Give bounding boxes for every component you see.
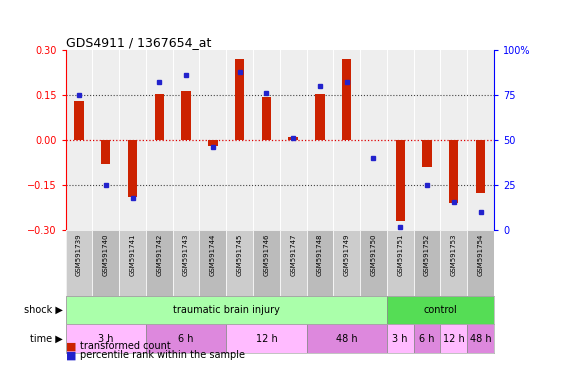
- Bar: [128, 140, 137, 197]
- Bar: [440, 230, 467, 296]
- Text: GSM591745: GSM591745: [236, 233, 243, 276]
- Bar: [235, 59, 244, 140]
- Bar: [146, 230, 173, 296]
- Bar: [66, 324, 146, 353]
- Text: ■: ■: [66, 350, 76, 360]
- Text: GSM591754: GSM591754: [477, 233, 484, 276]
- Text: GSM591753: GSM591753: [451, 233, 457, 276]
- Text: GSM591743: GSM591743: [183, 233, 189, 276]
- Bar: [66, 230, 93, 296]
- Bar: [307, 230, 333, 296]
- Text: control: control: [424, 305, 457, 315]
- Bar: [413, 230, 440, 296]
- Text: 6 h: 6 h: [178, 334, 194, 344]
- Bar: [288, 137, 298, 140]
- Bar: [173, 230, 199, 296]
- Bar: [440, 324, 467, 353]
- Text: GSM591752: GSM591752: [424, 233, 430, 276]
- Text: GSM591740: GSM591740: [103, 233, 109, 276]
- Bar: [387, 324, 413, 353]
- Text: 48 h: 48 h: [336, 334, 357, 344]
- Bar: [280, 230, 307, 296]
- Bar: [315, 94, 325, 140]
- Bar: [423, 140, 432, 167]
- Bar: [93, 230, 119, 296]
- Text: ■: ■: [66, 341, 76, 351]
- Bar: [146, 324, 226, 353]
- Text: GSM591748: GSM591748: [317, 233, 323, 276]
- Text: 3 h: 3 h: [392, 334, 408, 344]
- Text: GDS4911 / 1367654_at: GDS4911 / 1367654_at: [66, 36, 211, 49]
- Bar: [253, 230, 280, 296]
- Text: 12 h: 12 h: [443, 334, 465, 344]
- Bar: [396, 140, 405, 221]
- Text: percentile rank within the sample: percentile rank within the sample: [80, 350, 245, 360]
- Text: GSM591739: GSM591739: [76, 233, 82, 276]
- Bar: [360, 230, 387, 296]
- Bar: [387, 296, 494, 324]
- Text: transformed count: transformed count: [80, 341, 171, 351]
- Text: time ▶: time ▶: [30, 334, 63, 344]
- Bar: [101, 140, 111, 164]
- Text: shock ▶: shock ▶: [24, 305, 63, 315]
- Bar: [226, 230, 253, 296]
- Bar: [467, 324, 494, 353]
- Text: GSM591747: GSM591747: [290, 233, 296, 276]
- Bar: [449, 140, 459, 204]
- Text: GSM591746: GSM591746: [263, 233, 270, 276]
- Text: GSM591742: GSM591742: [156, 233, 162, 276]
- Text: GSM591741: GSM591741: [130, 233, 135, 276]
- Bar: [333, 230, 360, 296]
- Bar: [307, 324, 387, 353]
- Bar: [66, 296, 387, 324]
- Bar: [208, 140, 218, 146]
- Text: GSM591749: GSM591749: [344, 233, 349, 276]
- Bar: [226, 324, 307, 353]
- Text: traumatic brain injury: traumatic brain injury: [173, 305, 280, 315]
- Bar: [155, 94, 164, 140]
- Text: 3 h: 3 h: [98, 334, 114, 344]
- Text: GSM591744: GSM591744: [210, 233, 216, 276]
- Text: 48 h: 48 h: [470, 334, 491, 344]
- Bar: [387, 230, 413, 296]
- Bar: [199, 230, 226, 296]
- Text: 12 h: 12 h: [256, 334, 278, 344]
- Bar: [74, 101, 84, 140]
- Bar: [119, 230, 146, 296]
- Bar: [413, 324, 440, 353]
- Bar: [262, 96, 271, 140]
- Text: 6 h: 6 h: [419, 334, 435, 344]
- Text: GSM591750: GSM591750: [371, 233, 376, 276]
- Bar: [467, 230, 494, 296]
- Bar: [182, 91, 191, 140]
- Text: GSM591751: GSM591751: [397, 233, 403, 276]
- Bar: [342, 59, 351, 140]
- Bar: [476, 140, 485, 193]
